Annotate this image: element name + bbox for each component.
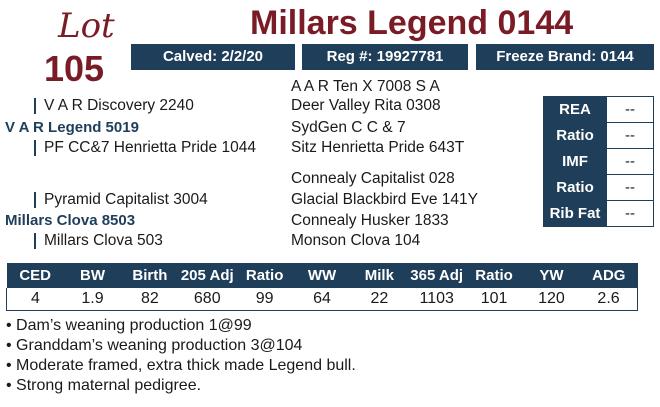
- note-item: • Strong maternal pedigree.: [6, 377, 202, 394]
- carcass-label: Ratio: [543, 122, 607, 149]
- sire-sire-sire: A A R Ten X 7008 S A: [291, 78, 440, 95]
- table-cell: 1.9: [63, 288, 122, 311]
- carcass-value: --: [606, 174, 654, 201]
- dam-sire-sire: Connealy Capitalist 028: [291, 170, 455, 187]
- column-header: 205 Adj: [178, 263, 236, 288]
- performance-values-row: 4 1.9 82 680 99 64 22 1103 101 120 2.6: [5, 288, 639, 311]
- sire-sire: V A R Discovery 2240: [44, 97, 194, 114]
- performance-header-row: CED BW Birth 205 Adj Ratio WW Milk 365 A…: [6, 263, 638, 288]
- freeze-brand: Freeze Brand: 0144: [476, 44, 654, 70]
- table-cell: 99: [235, 288, 294, 311]
- carcass-value: --: [606, 122, 654, 149]
- carcass-label: IMF: [543, 148, 607, 175]
- carcass-value: --: [606, 96, 654, 123]
- sire-dam: PF CC&7 Henrietta Pride 1044: [44, 139, 256, 156]
- carcass-value: --: [606, 200, 654, 227]
- table-cell: 680: [178, 288, 236, 311]
- column-header: 365 Adj: [408, 263, 466, 288]
- pedigree-bracket: [34, 98, 36, 114]
- table-cell: 22: [350, 288, 409, 311]
- dam-dam: Millars Clova 503: [44, 232, 163, 249]
- pedigree-bracket: [34, 233, 36, 249]
- column-header: Milk: [350, 263, 409, 288]
- column-header: CED: [6, 263, 64, 288]
- carcass-table: REA -- Ratio -- IMF -- Ratio -- Rib Fat …: [543, 96, 654, 227]
- carcass-label: Ratio: [543, 174, 607, 201]
- dam-dam-sire: Connealy Husker 1833: [291, 212, 449, 229]
- calved-date: Calved: 2/2/20: [131, 44, 295, 70]
- carcass-label: Rib Fat: [543, 200, 607, 227]
- sire-dam-dam: Sitz Henrietta Pride 643T: [291, 139, 465, 156]
- column-header: Birth: [121, 263, 179, 288]
- sire-sire-dam: Deer Valley Rita 0308: [291, 97, 441, 114]
- performance-table: CED BW Birth 205 Adj Ratio WW Milk 365 A…: [5, 263, 639, 311]
- table-cell: 4: [5, 288, 64, 311]
- column-header: YW: [522, 263, 581, 288]
- lot-number: 105: [44, 48, 105, 89]
- column-header: ADG: [580, 263, 638, 288]
- sire-dam-sire: SydGen C C & 7: [291, 119, 406, 136]
- table-cell: 2.6: [580, 288, 639, 311]
- table-cell: 101: [465, 288, 523, 311]
- note-item: • Dam’s weaning production 1@99: [6, 317, 252, 334]
- column-header: WW: [293, 263, 351, 288]
- carcass-row: REA --: [543, 96, 654, 123]
- table-cell: 1103: [408, 288, 466, 311]
- carcass-row: Rib Fat --: [543, 200, 654, 227]
- registration-number: Reg #: 19927781: [302, 44, 468, 70]
- sire: V A R Legend 5019: [5, 119, 139, 136]
- table-cell: 82: [121, 288, 179, 311]
- column-header: BW: [63, 263, 122, 288]
- carcass-row: Ratio --: [543, 122, 654, 149]
- notes-list: • Dam’s weaning production 1@99 • Grandd…: [6, 316, 356, 396]
- pedigree-bracket: [34, 192, 36, 208]
- table-cell: 64: [293, 288, 351, 311]
- dam: Millars Clova 8503: [5, 212, 136, 229]
- table-cell: 120: [522, 288, 581, 311]
- dam-dam-dam: Monson Clova 104: [291, 232, 421, 249]
- note-item: • Granddam’s weaning production 3@104: [6, 337, 303, 354]
- note-item: • Moderate framed, extra thick made Lege…: [6, 357, 356, 374]
- carcass-row: Ratio --: [543, 174, 654, 201]
- carcass-value: --: [606, 148, 654, 175]
- pedigree-bracket: [34, 140, 36, 156]
- dam-sire: Pyramid Capitalist 3004: [44, 191, 208, 208]
- lot-label: Lot: [58, 6, 115, 46]
- carcass-label: REA: [543, 96, 607, 123]
- column-header: Ratio: [465, 263, 523, 288]
- carcass-row: IMF --: [543, 148, 654, 175]
- animal-name: Millars Legend 0144: [250, 4, 574, 42]
- dam-sire-dam: Glacial Blackbird Eve 141Y: [291, 191, 478, 208]
- column-header: Ratio: [235, 263, 294, 288]
